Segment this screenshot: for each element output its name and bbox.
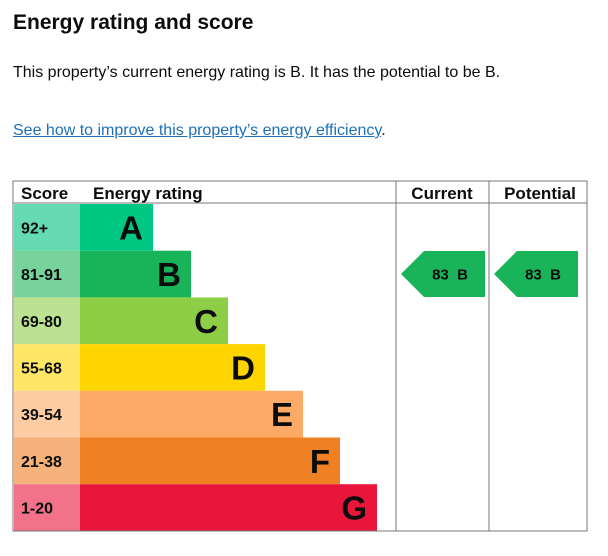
- rating-letter-f: F: [310, 443, 330, 480]
- score-cell-g: [14, 484, 80, 531]
- rating-bar-a: [80, 204, 153, 251]
- score-range-f: 21-38: [21, 454, 62, 471]
- score-cell-c: [14, 297, 80, 345]
- rating-letter-e: E: [271, 396, 293, 433]
- rating-bands: 92+ A 81-91 B 69-80 C 55-68 D 39-54 E 21-38 F 1-20 G: [14, 204, 377, 531]
- header-energy-rating: Energy rating: [93, 184, 203, 203]
- current-rating-indicator: 83 B: [401, 251, 485, 297]
- current-rating-arrow: [401, 251, 485, 297]
- potential-rating-indicator: 83 B: [494, 251, 578, 297]
- current-rating-label: 83 B: [432, 267, 468, 284]
- rating-bar-c: [80, 297, 228, 345]
- rating-letter-c: C: [194, 303, 218, 340]
- improve-link-line: See how to improve this property’s energ…: [13, 121, 386, 141]
- rating-bar-d: [80, 344, 265, 391]
- score-range-b: 81-91: [21, 267, 62, 284]
- header-current: Current: [411, 184, 473, 203]
- rating-letter-d: D: [231, 349, 255, 386]
- rating-bar-g: [80, 484, 377, 531]
- rating-bar-f: [80, 437, 340, 485]
- improve-efficiency-link[interactable]: See how to improve this property’s energ…: [13, 122, 382, 139]
- link-suffix: .: [381, 122, 386, 139]
- score-range-e: 39-54: [21, 407, 62, 424]
- rating-bar-b: [80, 250, 191, 298]
- score-cell-e: [14, 390, 80, 438]
- table-frame: [12, 180, 588, 532]
- header-potential: Potential: [504, 184, 576, 203]
- rating-letter-b: B: [157, 256, 181, 293]
- score-cell-a: [14, 204, 80, 251]
- page-title: Energy rating and score: [13, 11, 254, 34]
- score-range-a: 92+: [21, 220, 48, 237]
- score-range-g: 1-20: [21, 501, 53, 518]
- potential-rating-label: 83 B: [525, 267, 561, 284]
- rating-bar-e: [80, 390, 303, 438]
- score-cell-d: [14, 344, 80, 391]
- potential-rating-arrow: [494, 251, 578, 297]
- header-score: Score: [21, 184, 68, 203]
- score-cell-b: [14, 250, 80, 298]
- rating-letter-g: G: [341, 490, 367, 527]
- score-cell-f: [14, 437, 80, 485]
- score-range-c: 69-80: [21, 314, 62, 331]
- rating-summary: This property’s current energy rating is…: [13, 64, 501, 81]
- score-range-d: 55-68: [21, 360, 62, 377]
- rating-letter-a: A: [119, 209, 143, 246]
